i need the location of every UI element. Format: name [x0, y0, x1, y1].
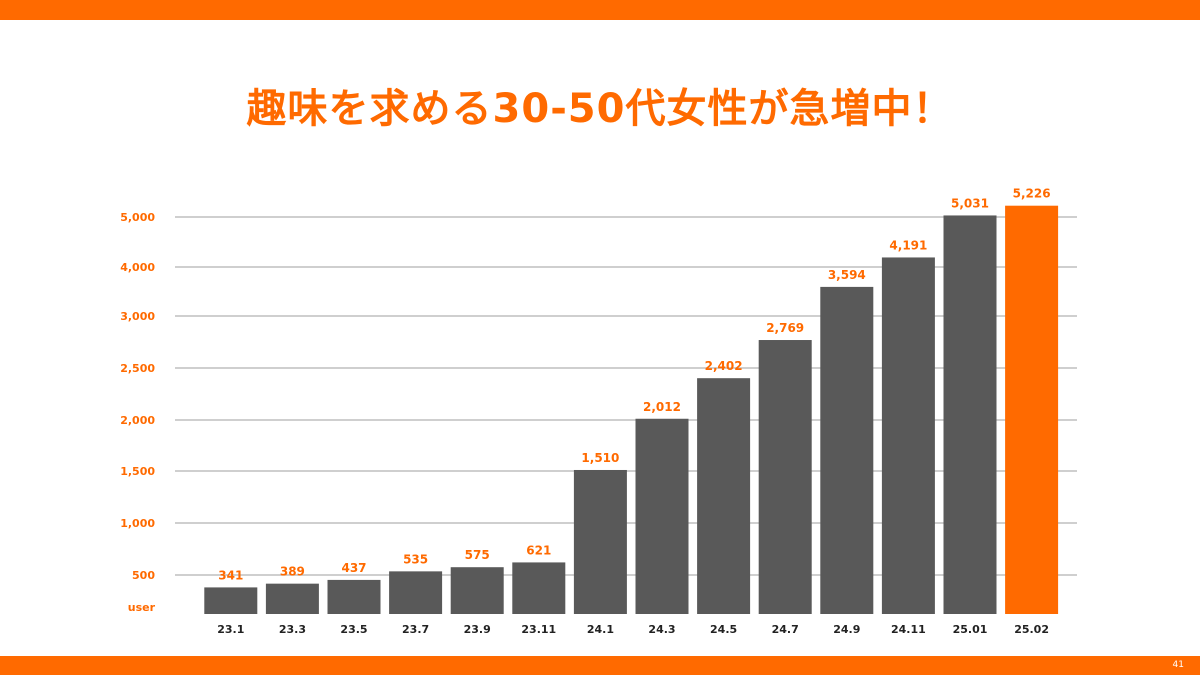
y-tick-label: 5,000: [120, 211, 155, 224]
bar-24-7: [758, 340, 812, 614]
y-tick-label: 500: [132, 569, 155, 582]
bar-23-3: [265, 583, 319, 614]
category-label: 25.01: [953, 623, 988, 636]
bar-25-02: [1005, 205, 1059, 614]
category-label: 24.5: [710, 623, 737, 636]
y-tick-label: 2,000: [120, 414, 155, 427]
data-label: 5,226: [1013, 187, 1051, 201]
data-label: 389: [280, 565, 305, 579]
bar-23-7: [389, 571, 443, 614]
top-accent-band: [0, 0, 1200, 20]
bar-23-5: [327, 579, 381, 614]
category-label: 23.5: [340, 623, 367, 636]
category-label: 24.1: [587, 623, 614, 636]
data-label: 575: [465, 548, 490, 562]
x-axis-category-labels: 23.1 23.3 23.5 23.7 23.9 23.11 24.1 24.3 24.5 24.…: [217, 623, 1049, 636]
y-axis-label: user: [128, 601, 156, 614]
data-label: 4,191: [889, 238, 927, 252]
bar-24-9: [820, 286, 874, 614]
bar-24-1: [573, 469, 627, 614]
data-label: 2,012: [643, 400, 681, 414]
category-label: 24.11: [891, 623, 926, 636]
bar-23-11: [512, 562, 566, 614]
data-labels: 341 389 437 535 575 621 1,510 2,012 2,402 2,769 3,…: [218, 187, 1050, 583]
bar-24-5: [697, 378, 751, 614]
category-label: 24.7: [772, 623, 799, 636]
slide-title: 趣味を求める30-50代女性が急増中！: [246, 86, 954, 132]
category-label: 25.02: [1014, 623, 1049, 636]
data-label: 2,402: [705, 359, 743, 373]
category-label: 23.1: [217, 623, 244, 636]
y-tick-label: 2,500: [120, 362, 155, 375]
data-label: 2,769: [766, 321, 804, 335]
category-label: 24.9: [833, 623, 860, 636]
data-label: 341: [218, 568, 243, 582]
bars: [204, 205, 1059, 614]
data-label: 437: [341, 561, 366, 575]
bottom-accent-band: [0, 656, 1200, 675]
bar-25-01: [943, 215, 997, 614]
data-label: 535: [403, 552, 428, 566]
category-label: 23.9: [464, 623, 491, 636]
y-tick-label: 1,500: [120, 465, 155, 478]
category-label: 24.3: [648, 623, 675, 636]
bar-24-11: [881, 257, 935, 614]
page-number: 41: [1172, 660, 1184, 670]
bar-23-9: [450, 567, 504, 614]
data-label: 1,510: [581, 451, 619, 465]
y-axis-tick-labels: 500 1,000 1,500 2,000 2,500 3,000 4,000 5,000: [120, 211, 155, 582]
y-tick-label: 3,000: [120, 310, 155, 323]
y-tick-label: 4,000: [120, 261, 155, 274]
category-label: 23.11: [521, 623, 556, 636]
bar-23-1: [204, 587, 258, 614]
y-tick-label: 1,000: [120, 517, 155, 530]
category-label: 23.3: [279, 623, 306, 636]
category-label: 23.7: [402, 623, 429, 636]
data-label: 621: [526, 543, 551, 557]
data-label: 5,031: [951, 196, 989, 210]
bar-24-3: [635, 418, 689, 614]
data-label: 3,594: [828, 268, 866, 282]
